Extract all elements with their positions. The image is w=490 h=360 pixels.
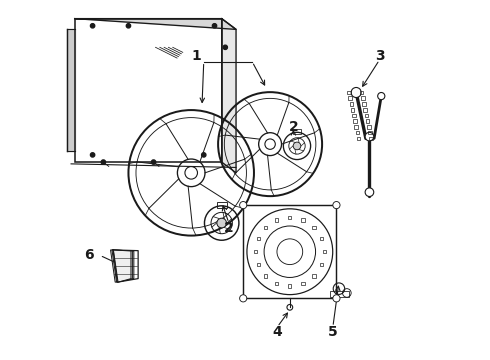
Circle shape [151,160,156,164]
Bar [264,226,267,229]
Bar [256,263,260,266]
Circle shape [240,202,247,209]
Circle shape [201,153,206,157]
Bar [351,108,354,112]
Circle shape [365,188,374,197]
Bar [264,274,267,278]
Text: 3: 3 [375,49,384,63]
Bar [74,19,221,162]
Bar [320,237,323,240]
Bar [275,219,278,222]
Bar [313,226,316,229]
Bar [352,114,356,117]
Text: 2: 2 [289,120,298,134]
Text: 6: 6 [84,248,94,262]
Circle shape [365,132,374,141]
Bar [366,120,369,123]
Polygon shape [113,250,131,282]
Polygon shape [112,250,132,282]
Bar [275,282,278,285]
Bar [217,202,227,208]
Bar [254,250,257,253]
Bar [301,219,305,222]
Polygon shape [74,19,236,30]
Bar [354,125,358,129]
Bar [294,130,300,134]
Bar [364,108,367,112]
Polygon shape [111,250,134,282]
Bar [288,284,292,288]
Bar [243,205,337,298]
Bar [367,125,370,129]
Circle shape [91,153,95,157]
Bar [368,131,372,134]
Bar [288,216,292,219]
Circle shape [217,218,226,228]
Circle shape [333,295,340,302]
Text: 1: 1 [192,49,201,63]
Bar [350,102,353,106]
Circle shape [351,87,361,98]
Circle shape [212,24,217,28]
Bar [362,102,366,106]
Bar [348,96,352,100]
Bar [313,274,316,278]
Polygon shape [67,30,74,151]
Text: 5: 5 [328,325,338,339]
Circle shape [101,160,105,164]
Circle shape [223,45,227,49]
Circle shape [91,24,95,28]
Text: 4: 4 [272,325,282,339]
Circle shape [126,24,131,28]
Bar [322,250,326,253]
Bar [361,96,365,100]
Bar [256,237,260,240]
Circle shape [293,142,301,150]
Bar [356,131,359,134]
Bar [369,136,373,140]
Bar [347,91,351,94]
Polygon shape [221,19,236,173]
Bar [357,136,361,140]
Bar [365,114,368,117]
Circle shape [378,93,385,100]
Circle shape [240,295,247,302]
Text: 2: 2 [224,221,234,235]
Bar [360,91,364,94]
Bar [330,291,349,297]
Bar [301,282,305,285]
Circle shape [333,202,340,209]
Bar [353,120,357,123]
Bar [320,263,323,266]
